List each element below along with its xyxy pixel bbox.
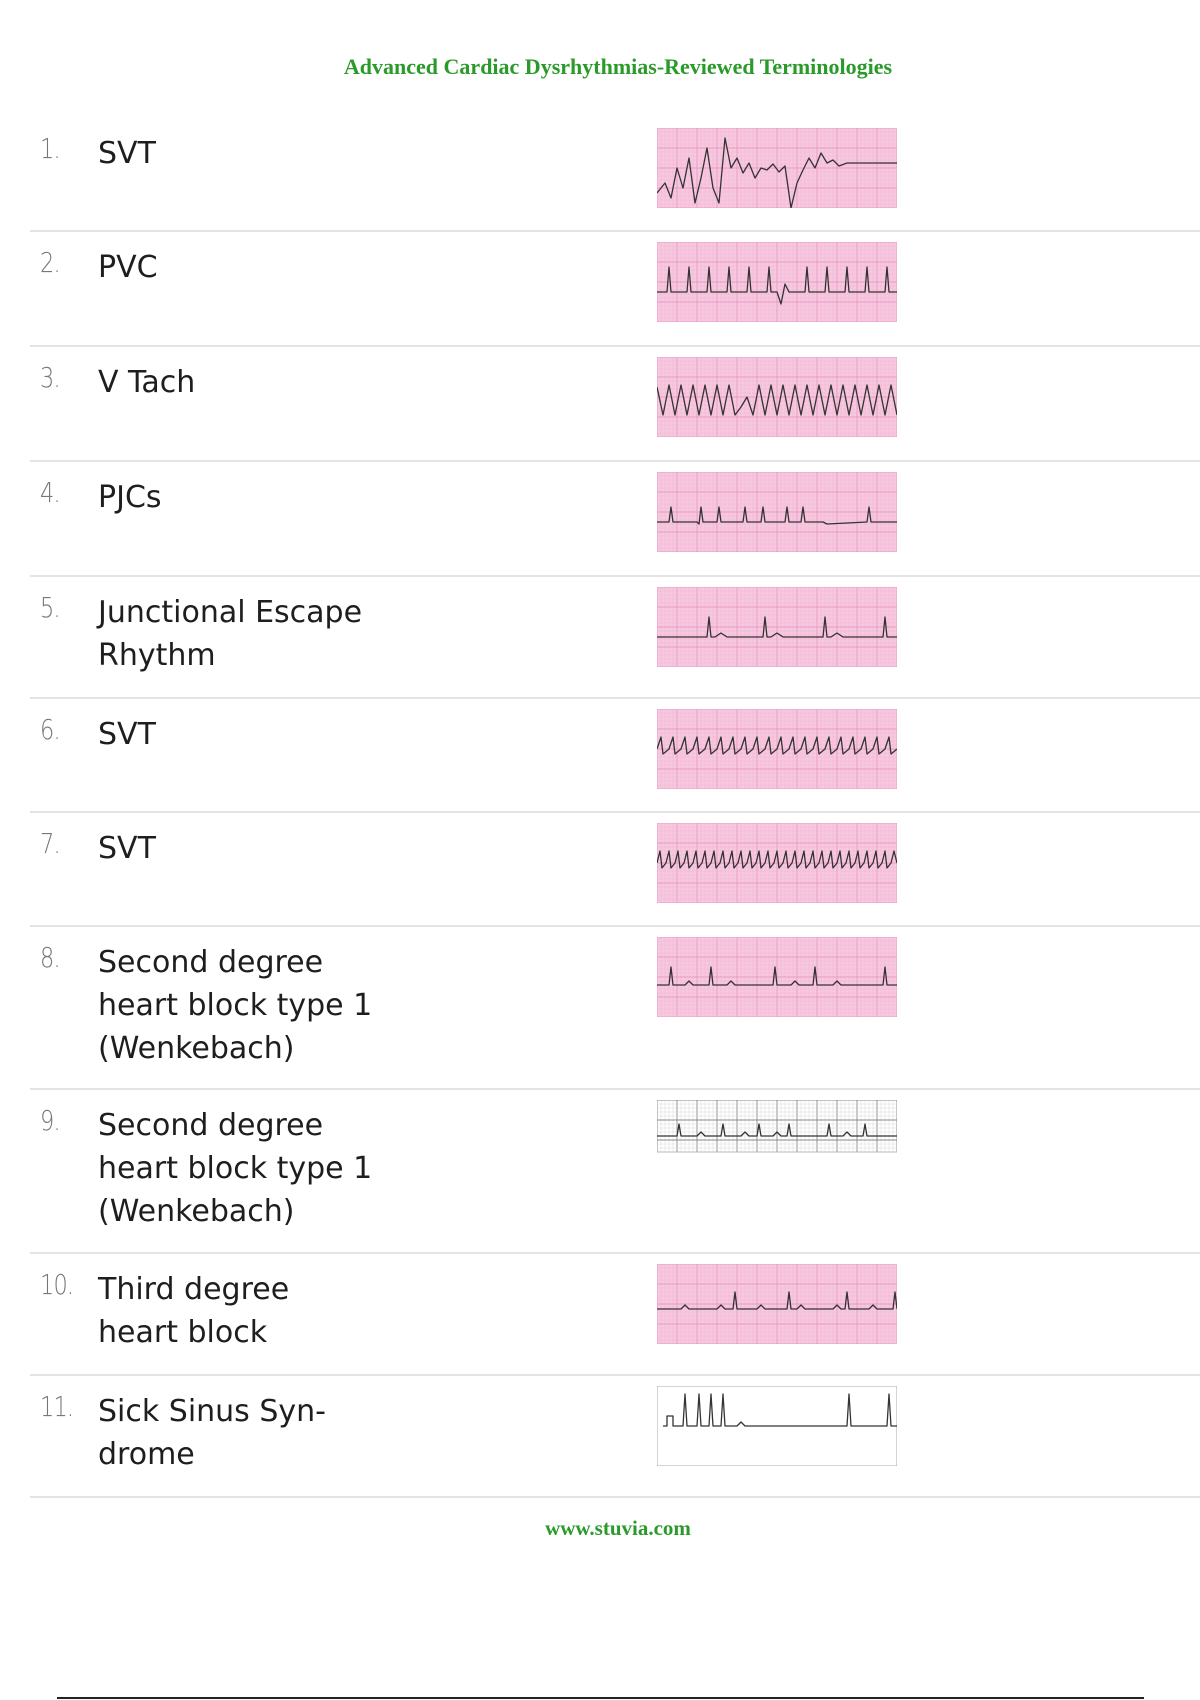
item-number: 8.	[40, 941, 61, 974]
item-term: SVT	[98, 136, 156, 171]
page-title: Advanced Cardiac Dysrhythmias-Reviewed T…	[343, 54, 893, 79]
ecg-svt-strip-icon	[657, 709, 897, 789]
list-item: 7. SVT	[30, 813, 1200, 927]
item-term: SVT	[98, 831, 156, 866]
list-item: 11. Sick Sinus Syn- drome	[30, 1376, 1200, 1498]
ecg-svt-fast-strip-icon	[657, 823, 897, 903]
item-number: 5.	[40, 591, 61, 624]
item-number: 10.	[40, 1268, 74, 1301]
item-term: PVC	[98, 250, 158, 285]
ecg-pvc-strip-icon	[657, 242, 897, 322]
item-term: Junctional Escape Rhythm	[98, 595, 363, 673]
item-number: 6.	[40, 713, 61, 746]
item-number: 7.	[40, 827, 61, 860]
list-item: 1. SVT	[30, 118, 1200, 232]
list-item: 6. SVT	[30, 699, 1200, 813]
ecg-third-degree-strip-icon	[657, 1264, 897, 1344]
list-item: 3. V Tach	[30, 347, 1200, 462]
item-number: 11.	[40, 1390, 74, 1423]
list-item: 10. Third degree heart block	[30, 1254, 1200, 1376]
item-term: V Tach	[98, 365, 196, 400]
ecg-pjc-strip-icon	[657, 472, 897, 552]
ecg-vtach-strip-icon	[657, 357, 897, 437]
ecg-irregular-strip-icon	[657, 128, 897, 208]
page-bottom-rule	[57, 1697, 1144, 1699]
item-term: Second degree heart block type 1 (Wenkeb…	[98, 945, 373, 1066]
item-number: 3.	[40, 361, 61, 394]
ecg-wenckebach-strip-icon	[657, 937, 897, 1017]
ecg-wenckebach-gray-strip-icon	[657, 1100, 897, 1180]
list-item: 8. Second degree heart block type 1 (Wen…	[30, 927, 1200, 1090]
list-item: 9. Second degree heart block type 1 (Wen…	[30, 1090, 1200, 1254]
ecg-junctional-strip-icon	[657, 587, 897, 667]
footer-url[interactable]: www.stuvia.com	[545, 1516, 691, 1540]
list-item: 5. Junctional Escape Rhythm	[30, 577, 1200, 699]
item-number: 1.	[40, 132, 61, 165]
list-item: 2. PVC	[30, 232, 1200, 347]
item-term: Second degree heart block type 1 (Wenkeb…	[98, 1108, 373, 1229]
item-term: SVT	[98, 717, 156, 752]
item-term: PJCs	[98, 480, 162, 515]
item-number: 4.	[40, 476, 61, 509]
terminology-list: 1. SVT 2. PVC 3. V Tach 4. PJCs 5. Junct…	[30, 118, 1200, 1498]
ecg-sick-sinus-strip-icon	[657, 1386, 897, 1466]
list-item: 4. PJCs	[30, 462, 1200, 577]
item-term: Third degree heart block	[98, 1272, 290, 1350]
item-term: Sick Sinus Syn- drome	[98, 1394, 326, 1472]
item-number: 2.	[40, 246, 61, 279]
item-number: 9.	[40, 1104, 61, 1137]
